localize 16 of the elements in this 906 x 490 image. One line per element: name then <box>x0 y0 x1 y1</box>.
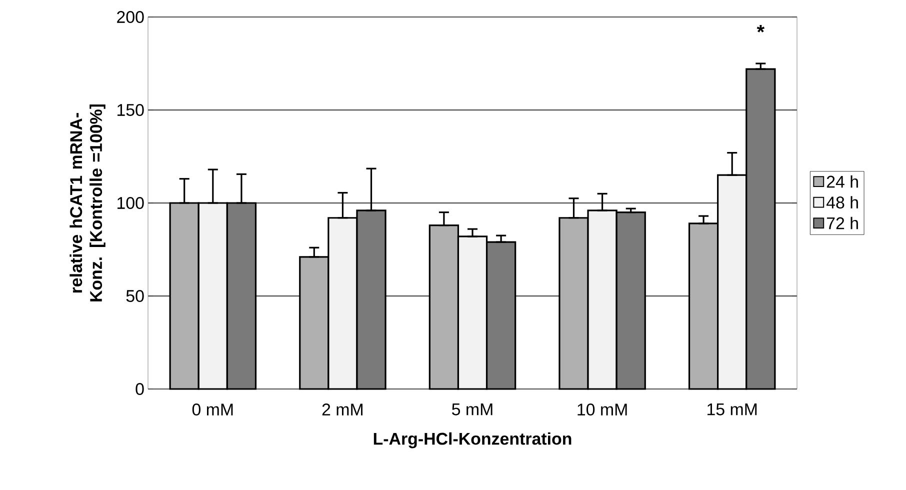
x-tick-label: 15 mM <box>708 404 757 416</box>
x-tick-label: 0 mM <box>192 404 233 416</box>
y-tick-label: 50 <box>126 290 144 302</box>
y-tick-label: 0 <box>136 383 144 395</box>
y-tick-label: 100 <box>118 197 144 209</box>
annotation: * <box>756 25 765 32</box>
x-tick-label: 5 mM <box>452 404 492 416</box>
y-tick-label: 150 <box>118 104 144 116</box>
x-tick-label: 10 mM <box>578 404 627 416</box>
legend-label: 24 h <box>826 175 858 188</box>
legend-label: 48 h <box>826 196 858 209</box>
x-tick-label: 2 mM <box>322 404 362 416</box>
legend-label: 72 h <box>826 216 858 230</box>
x-axis-title: L-Arg-HCl-Konzentration <box>374 432 572 448</box>
y-axis-title: relative hCAT1 mRNA-Konz. [Kontrolle =100%] <box>70 104 106 302</box>
y-tick-label: 200 <box>117 11 144 23</box>
